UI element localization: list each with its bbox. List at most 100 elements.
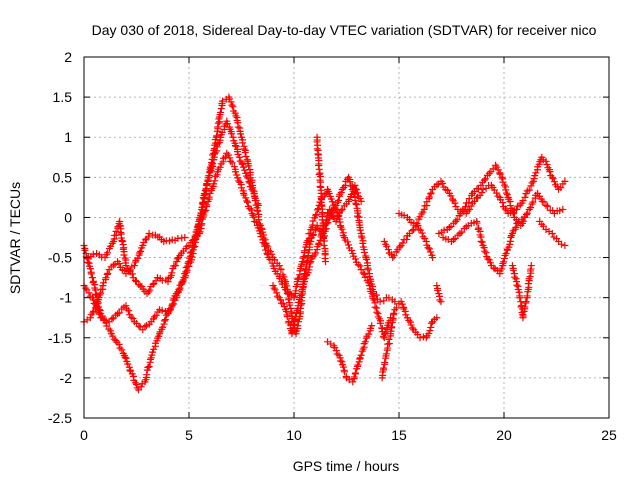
data-point [205,193,213,201]
data-point [209,151,217,159]
data-point [444,186,452,194]
data-point [130,262,138,270]
data-point [116,221,124,229]
data-point [237,130,245,138]
data-point [241,149,249,157]
data-point [149,280,157,288]
data-point [332,347,340,355]
data-point [290,320,298,328]
data-point [473,219,481,227]
data-point [202,206,210,214]
data-point [81,246,89,254]
x-tick-label: 10 [286,427,302,443]
data-point [345,376,353,384]
data-point [523,209,531,217]
data-point [322,258,329,266]
data-point [516,294,524,302]
data-point [544,202,552,210]
data-point [352,255,360,263]
data-point [528,179,536,187]
data-point [228,101,236,109]
data-point [413,219,421,227]
data-point [125,307,133,315]
data-point [216,163,224,171]
data-point [433,314,441,322]
data-point [232,168,240,176]
data-point [372,291,380,299]
data-point [275,262,283,270]
y-tick-label: -1.5 [48,330,72,346]
data-point [484,255,492,263]
data-point [211,177,219,185]
data-point [352,201,360,209]
data-point [203,201,211,209]
data-point [427,248,435,256]
data-point [477,181,485,189]
data-point [559,205,567,213]
data-point [254,224,262,232]
data-point [390,309,398,317]
data-point [245,162,253,170]
data-point [264,251,272,259]
data-point [273,289,281,297]
data-point [338,205,346,213]
data-point [120,251,128,259]
data-point [382,329,390,337]
data-point [190,243,198,251]
data-point [159,323,167,331]
data-point [361,338,369,346]
data-point [210,180,218,188]
data-point [362,254,370,262]
data-point [344,241,352,249]
data-point [389,254,397,262]
data-point [433,181,441,189]
data-point [478,238,486,246]
x-tick-label: 20 [496,427,512,443]
data-point [521,213,529,221]
data-point [548,229,556,237]
data-point [144,233,152,241]
data-point [90,299,98,307]
data-point [96,291,104,299]
data-point [234,174,242,182]
data-point [270,284,278,292]
data-point [499,178,507,186]
data-point [150,345,158,353]
data-point [532,169,540,177]
data-point [500,258,508,266]
data-point [501,205,509,213]
data-point [502,250,510,258]
data-point [500,181,508,189]
data-point [490,264,498,272]
data-point [543,161,551,169]
data-point [161,316,169,324]
data-point [280,303,288,311]
data-point [200,211,208,219]
series-sat-track-10 [395,153,569,229]
data-point [337,189,345,197]
data-point [389,314,397,322]
data-point [242,152,250,160]
data-point [459,207,467,215]
series-sat-track-14 [508,262,535,322]
data-point [278,280,286,288]
data-point [357,351,365,359]
data-point [208,158,216,166]
data-point [175,285,183,293]
data-point [229,133,237,141]
data-point [529,198,537,206]
data-point [168,303,176,311]
series-sat-track-5 [269,181,365,338]
data-point [561,177,569,185]
data-point [243,197,251,205]
data-point [384,246,392,254]
data-point [557,184,565,192]
data-point [425,193,433,201]
data-point [191,243,199,251]
data-point [454,205,462,213]
y-tick-label: 0 [64,209,72,225]
series-sat-track-9 [380,221,437,262]
data-point [451,199,459,207]
data-point [341,368,349,376]
